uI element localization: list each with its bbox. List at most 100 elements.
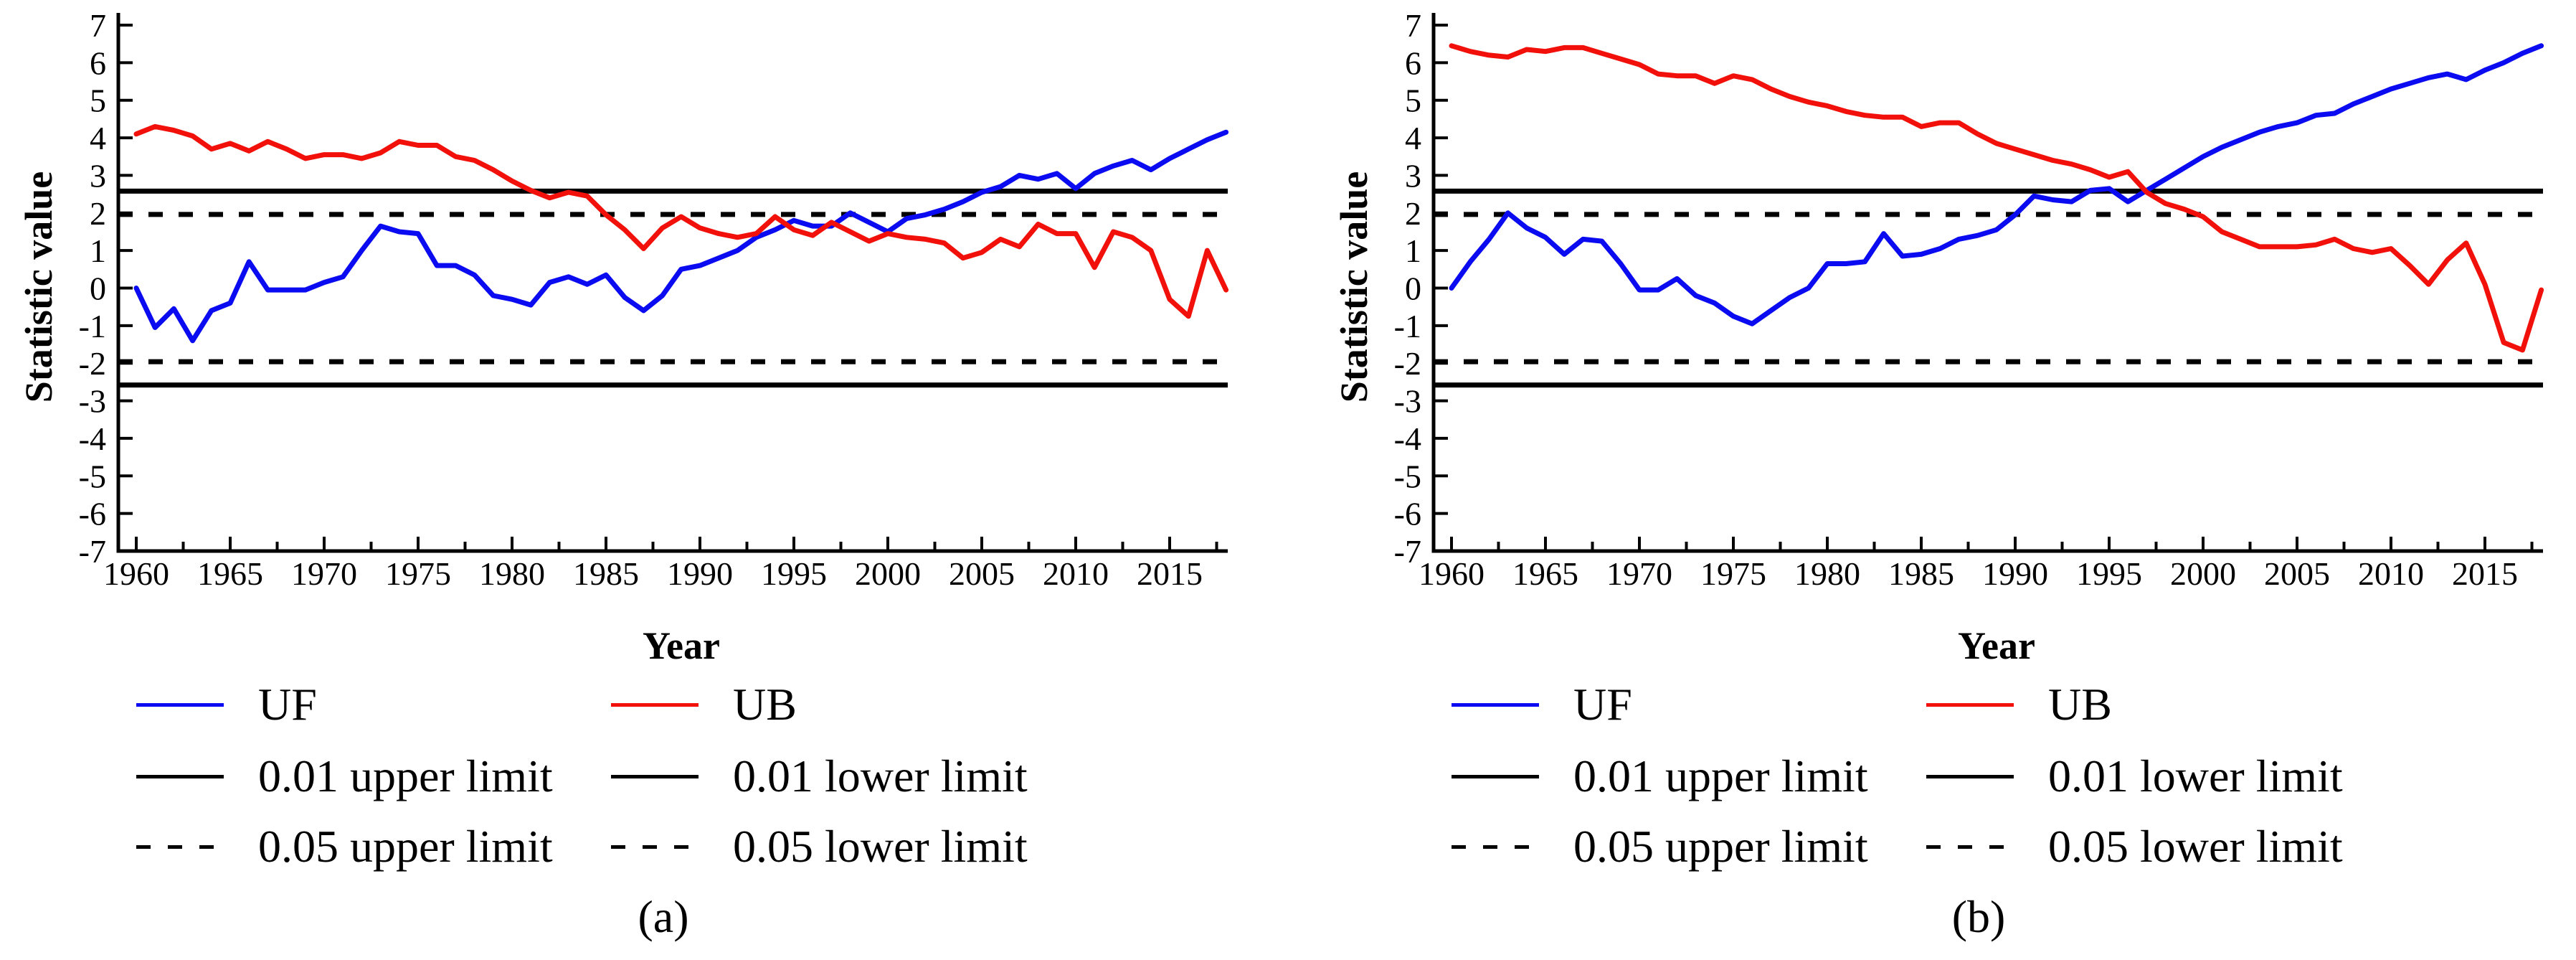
x-tick-label: 1960: [1419, 555, 1484, 592]
legend-item-upper001: 0.01 upper limit: [1452, 751, 1868, 801]
y-tick-label: -4: [79, 420, 106, 457]
x-tick-label: 1990: [1982, 555, 2048, 592]
y-tick-label: -5: [1394, 458, 1421, 494]
y-tick-label: -4: [1394, 420, 1421, 457]
x-tick-label: 1985: [1888, 555, 1954, 592]
x-axis-label: Year: [1958, 624, 2035, 667]
x-tick-label: 1970: [291, 555, 357, 592]
legend-label-lower005: 0.05 lower limit: [733, 821, 1028, 872]
uf-curve: [133, 129, 1229, 344]
x-tick-label: 2005: [949, 555, 1015, 592]
y-tick-label: 3: [1405, 157, 1421, 194]
solid-line-swatch-icon: [1926, 774, 2014, 778]
y-tick-label: 6: [90, 44, 106, 81]
x-tick-label: 2015: [1137, 555, 1203, 592]
y-tick-label: 0: [1405, 270, 1421, 307]
x-tick-label: 1965: [197, 555, 263, 592]
x-tick-label: 1975: [1700, 555, 1766, 592]
ub-curve: [1449, 43, 2544, 353]
panel-b: -7 -6 -5 -4 -3 -2 -1 0 1 2 3 4 5 6 7 1960 1965 1970 1975 19…: [1315, 0, 2576, 960]
legend-item-lower005: 0.05 lower limit: [611, 822, 1028, 872]
y-tick-label: 5: [1405, 83, 1421, 119]
x-tick-label: 2000: [2170, 555, 2236, 592]
y-tick-label: 3: [90, 157, 106, 194]
legend-label-upper001: 0.01 upper limit: [258, 750, 553, 801]
legend-label-lower001: 0.01 lower limit: [2048, 750, 2343, 801]
dashed-line-swatch-icon: [136, 844, 224, 849]
solid-line-swatch-icon: [136, 774, 224, 778]
legend-item-lower005: 0.05 lower limit: [1926, 822, 2343, 872]
solid-line-swatch-icon: [1452, 774, 1539, 778]
y-tick-label: 7: [90, 7, 106, 44]
solid-line-swatch-icon: [611, 774, 699, 778]
y-tick-label: 2: [90, 195, 106, 232]
x-tick-label: 1980: [479, 555, 545, 592]
y-tick-label: 6: [1405, 44, 1421, 81]
x-tick-label: 1995: [2076, 555, 2142, 592]
x-tick-label: 2000: [855, 555, 921, 592]
y-tick-label: 5: [90, 83, 106, 119]
legend-label-upper005: 0.05 upper limit: [1573, 821, 1868, 872]
x-axis-label: Year: [643, 624, 720, 667]
x-tick-label: 1965: [1512, 555, 1578, 592]
legend-item-upper001: 0.01 upper limit: [136, 751, 553, 801]
y-tick-label: -7: [79, 533, 106, 570]
y-tick-label: -7: [1394, 533, 1421, 570]
legend-label-ub: UB: [733, 679, 797, 730]
x-tick-label: 2005: [2264, 555, 2330, 592]
y-tick-label: -6: [79, 496, 106, 532]
y-tick-label: 4: [90, 120, 106, 156]
x-tick-label: 1980: [1794, 555, 1860, 592]
y-tick-label: -3: [79, 383, 106, 420]
y-tick-label: -6: [1394, 496, 1421, 532]
legend-label-upper005: 0.05 upper limit: [258, 821, 553, 872]
panel-a: -7 -6 -5 -4 -3 -2 -1 0 1 2 3 4 5 6 7 1960 1965 1970 1975 19…: [0, 0, 1261, 960]
y-tick-label: -1: [79, 308, 106, 344]
x-tick-label: 1960: [103, 555, 169, 592]
y-tick-label: 0: [90, 270, 106, 307]
y-tick-label: 4: [1405, 120, 1421, 156]
legend-label-lower005: 0.05 lower limit: [2048, 821, 2343, 872]
x-tick-label: 1975: [385, 555, 451, 592]
dashed-line-swatch-icon: [1452, 844, 1539, 849]
x-tick-label: 1990: [667, 555, 733, 592]
y-tick-label: 1: [90, 232, 106, 269]
dashed-line-swatch-icon: [611, 844, 699, 849]
ub-curve: [133, 123, 1229, 319]
ub-line-swatch-icon: [611, 702, 699, 707]
uf-curve: [1449, 43, 2544, 326]
y-tick-label: -2: [79, 345, 106, 382]
x-tick-label: 1995: [761, 555, 827, 592]
legend-item-lower001: 0.01 lower limit: [611, 751, 1028, 801]
legend-item-upper005: 0.05 upper limit: [1452, 822, 1868, 872]
legend-item-ub: UB: [1926, 679, 2112, 730]
x-tick-label: 2015: [2452, 555, 2518, 592]
y-tick-label: -5: [79, 458, 106, 494]
legend-item-ub: UB: [611, 679, 797, 730]
y-tick-label: -2: [1394, 345, 1421, 382]
ub-line-swatch-icon: [1926, 702, 2014, 707]
x-tick-label: 1970: [1606, 555, 1672, 592]
y-tick-label: -1: [1394, 308, 1421, 344]
x-tick-label: 2010: [1043, 555, 1109, 592]
panel-a-caption: (a): [638, 891, 689, 942]
x-tick-label: 2010: [2358, 555, 2424, 592]
y-tick-label: -3: [1394, 383, 1421, 420]
y-tick-label: 7: [1405, 7, 1421, 44]
legend-label-uf: UF: [1573, 679, 1632, 730]
legend-item-uf: UF: [1452, 679, 1632, 730]
legend-label-upper001: 0.01 upper limit: [1573, 750, 1868, 801]
legend-label-uf: UF: [258, 679, 317, 730]
panel-b-caption: (b): [1951, 891, 2006, 942]
dashed-line-swatch-icon: [1926, 844, 2014, 849]
y-tick-label: 1: [1405, 232, 1421, 269]
legend-label-ub: UB: [2048, 679, 2112, 730]
legend-item-lower001: 0.01 lower limit: [1926, 751, 2343, 801]
y-axis-label: Statistic value: [17, 171, 60, 403]
legend-item-upper005: 0.05 upper limit: [136, 822, 553, 872]
legend-item-uf: UF: [136, 679, 317, 730]
y-tick-label: 2: [1405, 195, 1421, 232]
